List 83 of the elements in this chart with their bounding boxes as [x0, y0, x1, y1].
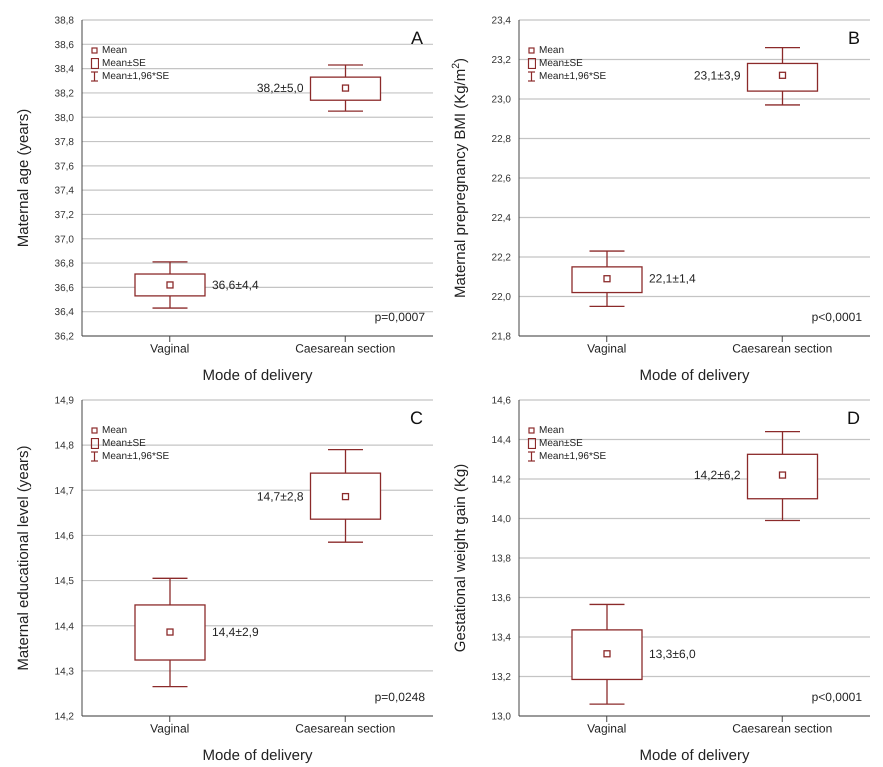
y-tick-label: 37,2 [54, 210, 74, 222]
y-tick-label: 14,4 [54, 621, 74, 632]
y-tick-label: 38,6 [54, 40, 74, 51]
annotation: Mean [102, 45, 128, 56]
y-tick-label: 37,8 [54, 137, 74, 148]
y-tick-label: 13,4 [492, 632, 512, 644]
x-axis-title: Mode of delivery [202, 747, 314, 764]
text: 23,1±3,9 [694, 68, 740, 82]
annotation: Mean [539, 45, 564, 56]
annotation: Mean±1,96*SE [102, 451, 170, 462]
annotation: Mean±1,96*SE [539, 451, 606, 462]
text: 22,1±1,4 [649, 272, 696, 286]
x-tick-label: Vaginal [587, 722, 626, 736]
y-tick-label: 21,8 [492, 332, 512, 343]
y-tick-label: 14,4 [492, 435, 512, 446]
x-axis-title: Mode of delivery [639, 747, 750, 764]
annotation: C [410, 408, 423, 429]
x-axis-title: Mode of delivery [202, 367, 314, 384]
y-tick-label: 37,6 [54, 161, 74, 172]
y-tick-label: 14,8 [54, 440, 74, 452]
y-tick-label: 36,4 [54, 307, 74, 318]
annotation: p<0,0001 [812, 690, 862, 704]
y-tick-label: 14,0 [492, 514, 512, 526]
annotation: Mean±SE [102, 438, 146, 449]
y-tick-label: 23,2 [492, 55, 512, 66]
annotation: D [847, 408, 860, 429]
y-tick-label: 14,2 [492, 474, 512, 486]
x-tick-label: Caesarean section [732, 342, 832, 356]
y-tick-label: 22,4 [492, 213, 512, 224]
y-axis-title: Maternal age (years) [15, 108, 32, 248]
annotation: Mean±SE [539, 58, 583, 69]
annotation: Mean [102, 425, 128, 436]
y-tick-label: 13,8 [492, 554, 512, 565]
y-tick-label: 22,8 [492, 134, 512, 146]
y-tick-label: 38,4 [54, 64, 74, 76]
y-axis-title: Maternal educational level (years) [15, 445, 32, 671]
y-tick-label: 36,8 [54, 258, 74, 270]
annotation: p=0,0007 [374, 310, 425, 324]
x-tick-label: Caesarean section [295, 342, 396, 356]
y-axis-title: Gestational weight gain (Kg) [452, 464, 469, 652]
x-tick-label: Vaginal [587, 342, 626, 356]
y-tick-label: 22,0 [492, 292, 512, 304]
text: 13,3±6,0 [649, 646, 696, 661]
y-tick-label: 38,0 [54, 112, 74, 124]
x-tick-label: Vaginal [150, 342, 190, 356]
y-tick-label: 14,5 [54, 576, 74, 588]
text: 36,6±4,4 [212, 278, 259, 292]
text: 14,2±6,2 [694, 468, 740, 482]
y-tick-label: 37,0 [54, 234, 74, 246]
annotation: Mean±1,96*SE [539, 71, 606, 82]
y-tick-label: 14,2 [54, 712, 74, 723]
y-tick-label: 38,2 [54, 88, 74, 100]
text: 14,7±2,8 [256, 490, 304, 504]
annotation: Mean±SE [102, 58, 146, 69]
y-tick-label: 22,6 [492, 174, 512, 185]
y-tick-label: 23,4 [492, 16, 512, 27]
y-tick-label: 14,9 [54, 396, 74, 407]
text: 38,2±5,0 [256, 81, 304, 96]
y-tick-label: 13,6 [492, 593, 512, 604]
annotation: B [848, 28, 860, 49]
y-tick-label: 23,0 [492, 94, 512, 106]
annotation: Mean [539, 425, 564, 436]
y-tick-label: 36,6 [54, 282, 74, 294]
annotation: p<0,0001 [812, 310, 862, 324]
x-axis-title: Mode of delivery [639, 367, 750, 384]
annotation: A [410, 28, 423, 49]
y-tick-label: 14,7 [54, 486, 74, 497]
annotation: p=0,0248 [374, 690, 425, 704]
text: 14,4±2,9 [212, 625, 259, 640]
annotation: Mean±SE [539, 438, 583, 449]
x-tick-label: Caesarean section [732, 722, 832, 736]
y-tick-label: 13,2 [492, 672, 512, 684]
y-tick-label: 14,3 [54, 666, 74, 678]
y-tick-label: 38,8 [54, 16, 74, 27]
x-tick-label: Caesarean section [295, 722, 396, 736]
y-tick-label: 13,0 [492, 712, 512, 723]
annotation: Mean±1,96*SE [102, 71, 170, 82]
y-tick-label: 37,4 [54, 186, 74, 197]
y-tick-label: 36,2 [54, 332, 74, 343]
y-tick-label: 14,6 [54, 530, 74, 542]
x-tick-label: Vaginal [150, 722, 190, 736]
y-tick-label: 22,2 [492, 252, 512, 264]
y-tick-label: 14,6 [492, 396, 512, 407]
